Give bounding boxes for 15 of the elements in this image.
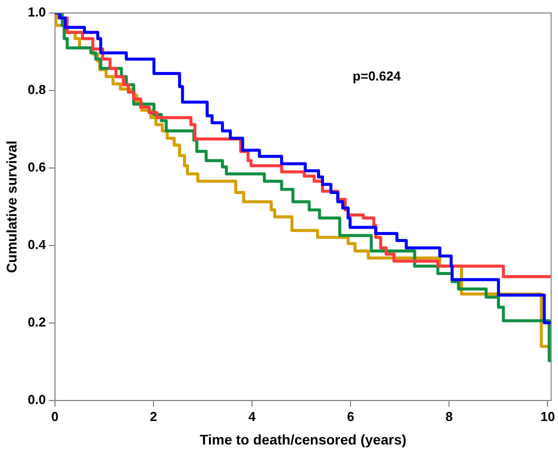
y-tick-label: 0.0 [28,392,46,408]
y-tick-label: 1.0 [28,4,46,20]
x-tick-label: 2 [150,408,158,424]
y-tick-label: 0.6 [28,160,46,175]
x-tick-label: 4 [248,408,256,424]
y-axis-title: Cumulative survival [3,140,20,273]
x-tick-label: 8 [446,408,453,424]
y-tick-label: 0.8 [28,82,46,98]
x-tick-label: 6 [346,408,354,424]
x-axis-title: Time to death/censored (years) [200,431,406,448]
x-tick-label: 10 [540,408,555,424]
y-tick-label: 0.4 [28,237,47,252]
annotation: p=0.624 [352,68,402,84]
y-tick-label: 0.2 [28,314,46,330]
x-tick-label: 0 [51,408,58,424]
